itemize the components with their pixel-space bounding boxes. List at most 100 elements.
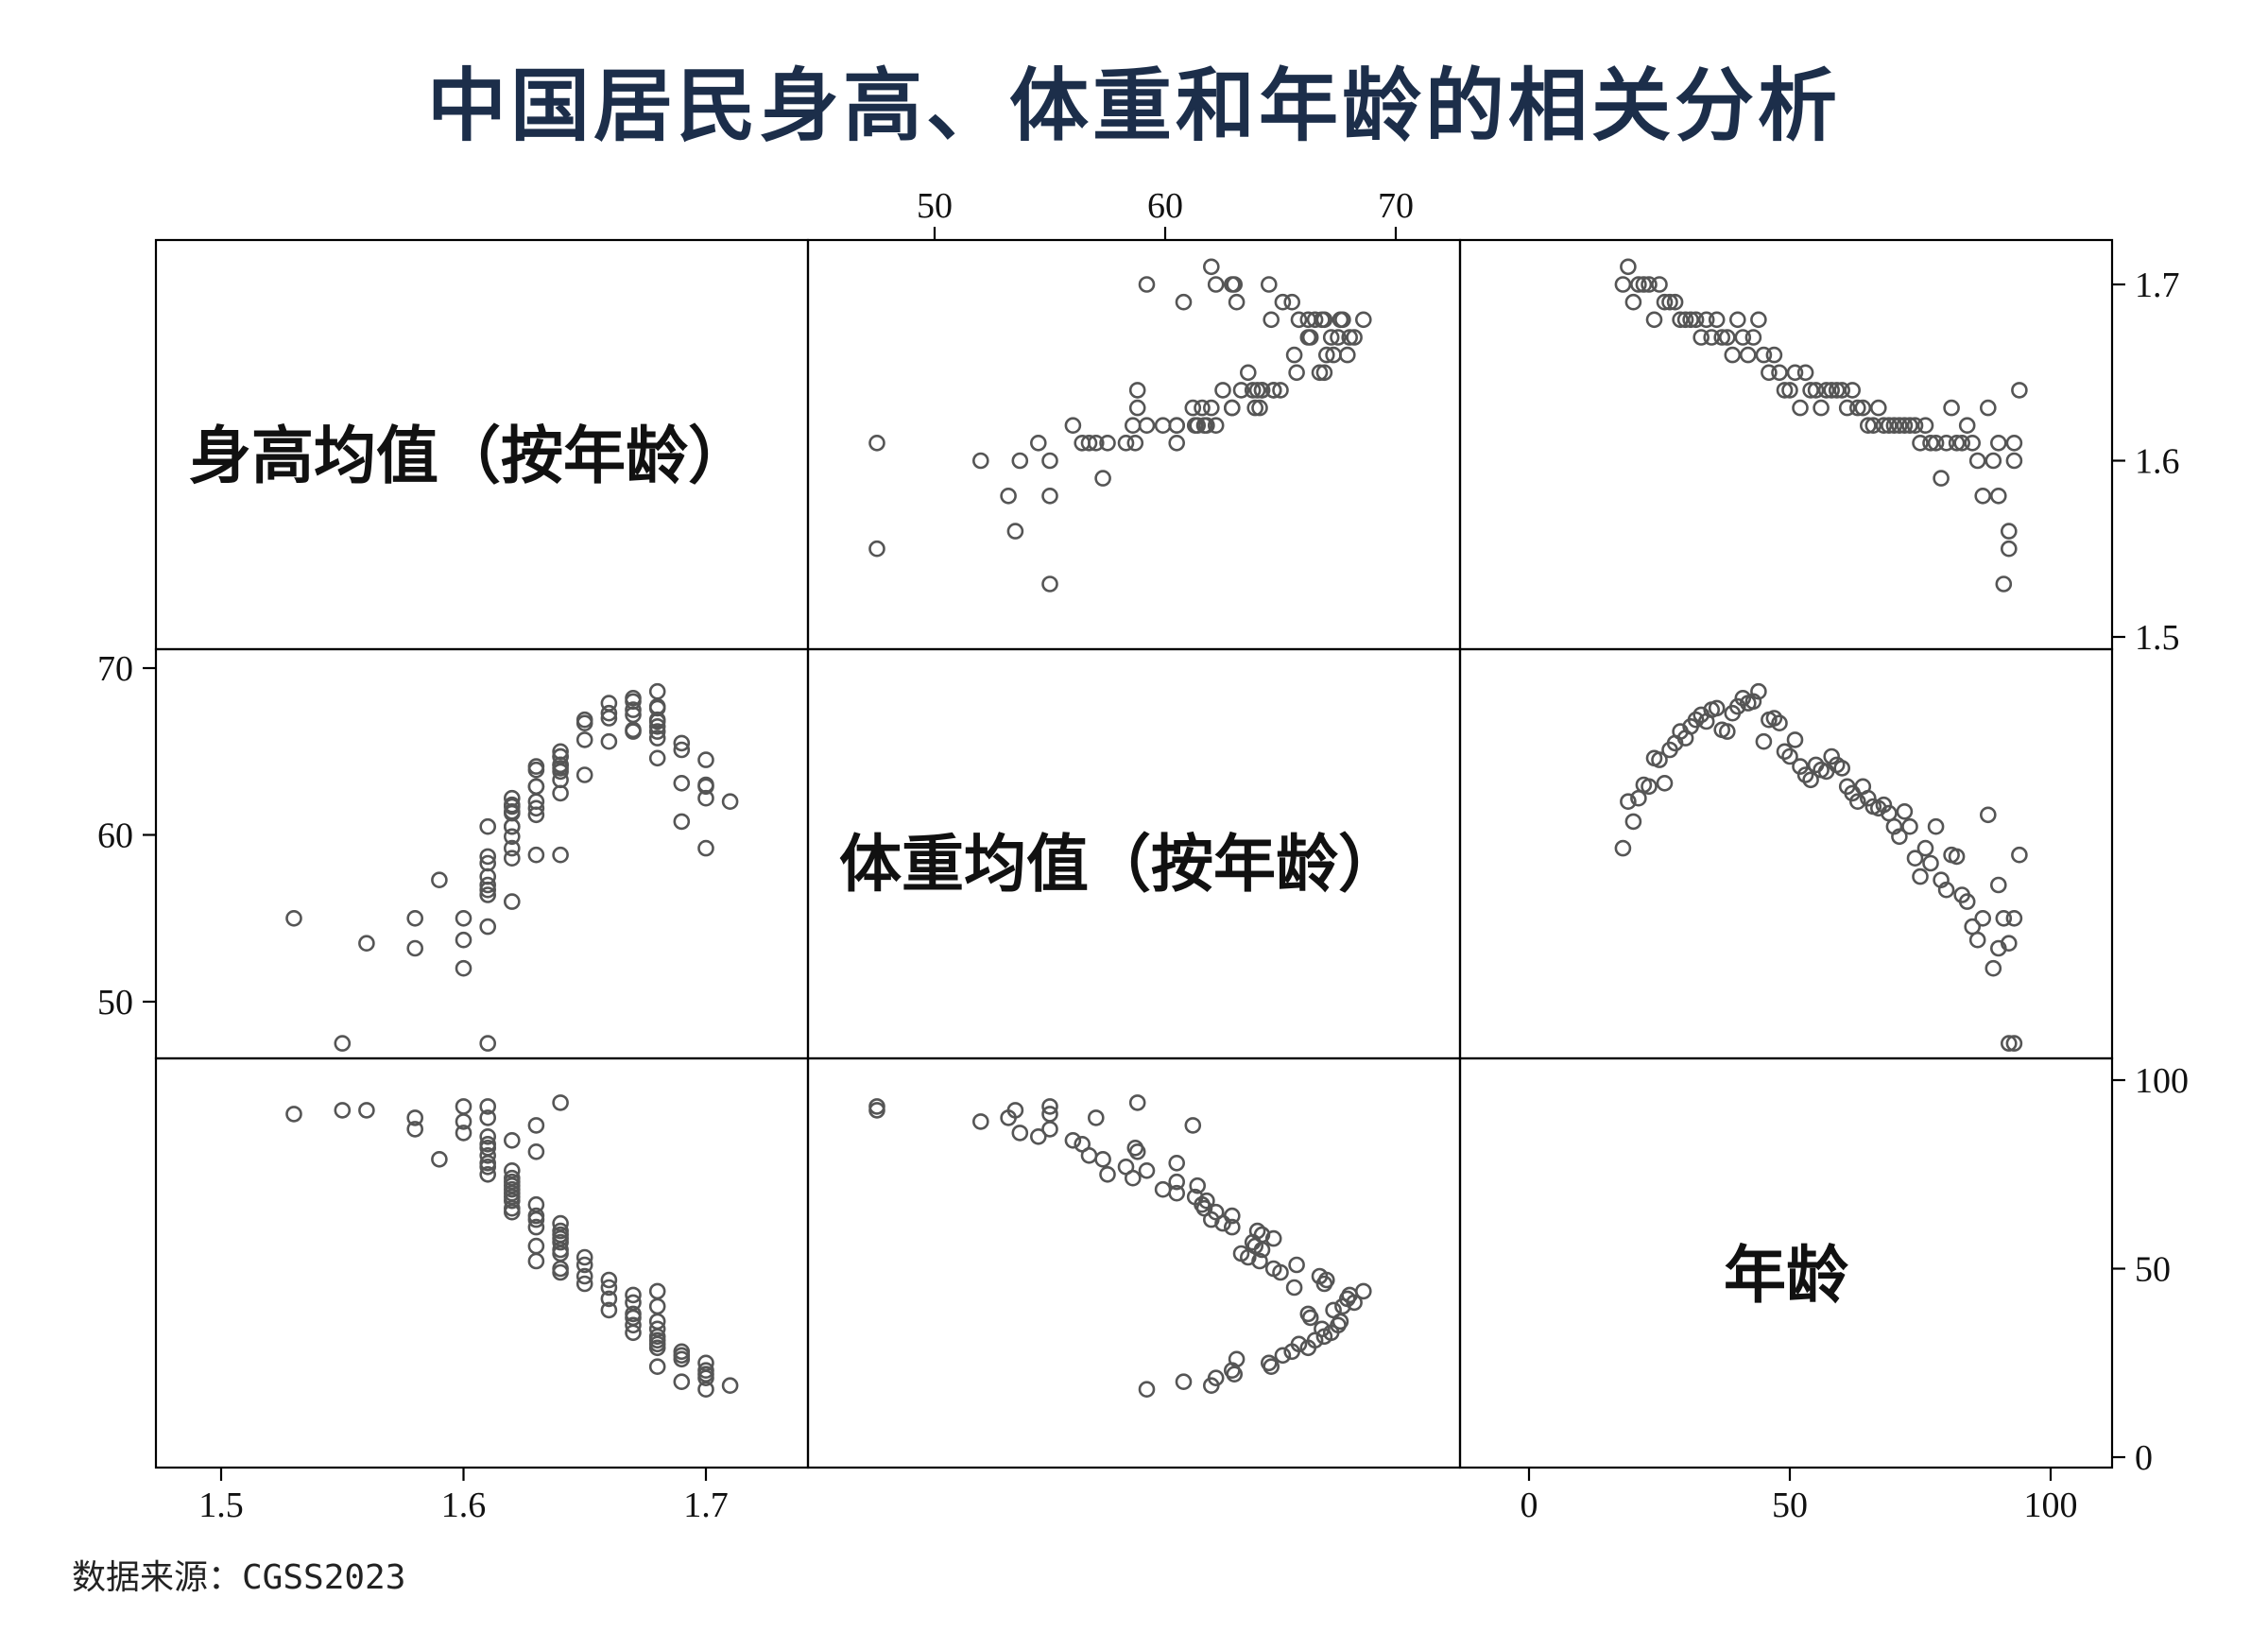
point-weight-vs-age-0 [1614, 839, 1632, 857]
point-height-vs-weight-68 [1011, 452, 1029, 470]
point-weight-vs-height-11 [648, 723, 666, 740]
point-weight-vs-age-64 [1948, 848, 1966, 866]
point-age-vs-height-46 [527, 1207, 545, 1225]
point-height-vs-age-42 [1833, 382, 1850, 399]
data-points [285, 258, 2028, 1398]
point-weight-vs-age-59 [1922, 854, 1939, 872]
point-age-vs-weight-47 [1207, 1203, 1225, 1221]
point-height-vs-weight-57 [1099, 434, 1116, 452]
point-height-vs-age-44 [1844, 382, 1861, 399]
point-height-vs-age-53 [1891, 417, 1908, 435]
point-height-vs-age-68 [1968, 452, 1986, 470]
point-height-vs-age-66 [1958, 417, 1976, 435]
point-height-vs-weight-1 [1203, 258, 1220, 276]
point-weight-vs-age-45 [1849, 793, 1866, 811]
diag-label-weight: 体重均值（按年龄） [839, 827, 1400, 901]
point-weight-vs-height-49 [527, 799, 545, 817]
point-age-vs-height-76 [479, 1098, 497, 1115]
point-weight-vs-age-69 [1974, 909, 1991, 927]
point-age-vs-height-1 [721, 1377, 739, 1394]
diag-label-age: 年龄 [1724, 1238, 1848, 1312]
point-height-vs-weight-70 [1184, 399, 1202, 417]
point-height-vs-weight-72 [1000, 487, 1017, 505]
point-height-vs-age-21 [1724, 346, 1742, 364]
point-weight-vs-age-54 [1896, 802, 1914, 820]
point-height-vs-age-51 [1881, 417, 1898, 435]
point-age-vs-weight-42 [1248, 1222, 1266, 1240]
point-height-vs-age-43 [1838, 399, 1856, 417]
point-weight-vs-height-42 [552, 760, 569, 777]
point-age-vs-weight-8 [1228, 1350, 1246, 1368]
point-weight-vs-height-59 [479, 854, 497, 872]
point-weight-vs-height-12 [648, 730, 666, 747]
point-height-vs-age-20 [1719, 329, 1736, 346]
tick-label-age-0: 0 [2135, 1438, 2153, 1478]
point-weight-vs-height-20 [625, 723, 642, 740]
point-age-vs-weight-64 [1126, 1140, 1144, 1157]
point-age-vs-height-78 [358, 1102, 375, 1119]
point-height-vs-age-32 [1781, 382, 1798, 399]
point-height-vs-age-36 [1802, 382, 1819, 399]
point-height-vs-age-23 [1734, 329, 1752, 346]
point-height-vs-age-73 [1990, 434, 2007, 452]
point-age-vs-weight-51 [1186, 1188, 1204, 1206]
point-age-vs-weight-36 [1232, 1245, 1250, 1263]
point-height-vs-weight-29 [1318, 346, 1335, 364]
point-age-vs-weight-20 [1299, 1305, 1317, 1323]
point-height-vs-weight-58 [1138, 417, 1156, 435]
point-height-vs-weight-61 [1094, 470, 1111, 487]
tick-label-height-0: 1.5 [198, 1486, 244, 1525]
point-height-vs-weight-59 [1117, 434, 1135, 452]
point-weight-vs-height-77 [455, 909, 472, 927]
diag-label-height: 身高均值（按年龄） [189, 419, 750, 492]
point-weight-vs-height-53 [503, 828, 521, 846]
point-age-vs-weight-59 [1117, 1159, 1135, 1176]
point-age-vs-weight-0 [1138, 1381, 1156, 1398]
point-weight-vs-age-33 [1786, 731, 1804, 748]
point-age-vs-weight-21 [1325, 1301, 1342, 1319]
point-age-vs-weight-55 [1168, 1173, 1185, 1191]
point-weight-vs-height-0 [697, 839, 714, 857]
point-weight-vs-age-71 [1984, 959, 2002, 977]
point-age-vs-weight-3 [1207, 1369, 1225, 1386]
point-weight-vs-height-78 [358, 935, 375, 953]
point-age-vs-height-20 [625, 1305, 642, 1323]
point-age-vs-weight-27 [1285, 1279, 1303, 1297]
point-weight-vs-height-62 [479, 881, 497, 899]
point-weight-vs-height-67 [479, 918, 497, 936]
point-age-vs-height-24 [600, 1290, 618, 1308]
point-weight-vs-height-21 [600, 704, 618, 722]
point-age-vs-weight-26 [1355, 1282, 1372, 1300]
point-height-vs-age-35 [1796, 364, 1814, 382]
point-height-vs-age-30 [1771, 364, 1788, 382]
point-height-vs-age-26 [1750, 311, 1767, 329]
point-weight-vs-age-31 [1776, 743, 1794, 761]
point-height-vs-weight-17 [1330, 329, 1347, 346]
point-weight-vs-height-69 [406, 909, 424, 927]
panel-age-age [1458, 1056, 2114, 1469]
point-height-vs-age-19 [1713, 329, 1730, 346]
point-height-vs-age-4 [1635, 276, 1653, 293]
point-height-vs-age-0 [1614, 276, 1632, 293]
point-height-vs-weight-33 [1288, 364, 1305, 382]
point-height-vs-weight-30 [1311, 364, 1329, 382]
point-age-vs-weight-68 [1011, 1125, 1029, 1142]
point-age-vs-weight-30 [1311, 1267, 1329, 1285]
point-weight-vs-height-24 [600, 695, 618, 712]
point-height-vs-weight-64 [1126, 434, 1144, 452]
point-age-vs-height-30 [576, 1267, 593, 1285]
point-age-vs-weight-9 [1274, 1347, 1292, 1365]
point-age-vs-height-70 [527, 1117, 545, 1134]
point-height-vs-age-33 [1786, 364, 1804, 382]
point-age-vs-height-58 [503, 1162, 521, 1179]
point-weight-vs-height-76 [479, 1035, 497, 1052]
point-height-vs-weight-49 [1194, 399, 1211, 417]
point-height-vs-age-62 [1937, 434, 1955, 452]
point-height-vs-weight-75 [868, 540, 885, 558]
point-height-vs-weight-10 [1283, 293, 1300, 311]
point-height-vs-weight-71 [972, 452, 989, 470]
point-weight-vs-height-38 [527, 761, 545, 779]
point-height-vs-age-79 [2011, 382, 2028, 399]
point-weight-vs-height-75 [334, 1035, 352, 1052]
point-height-vs-weight-62 [1080, 434, 1098, 452]
